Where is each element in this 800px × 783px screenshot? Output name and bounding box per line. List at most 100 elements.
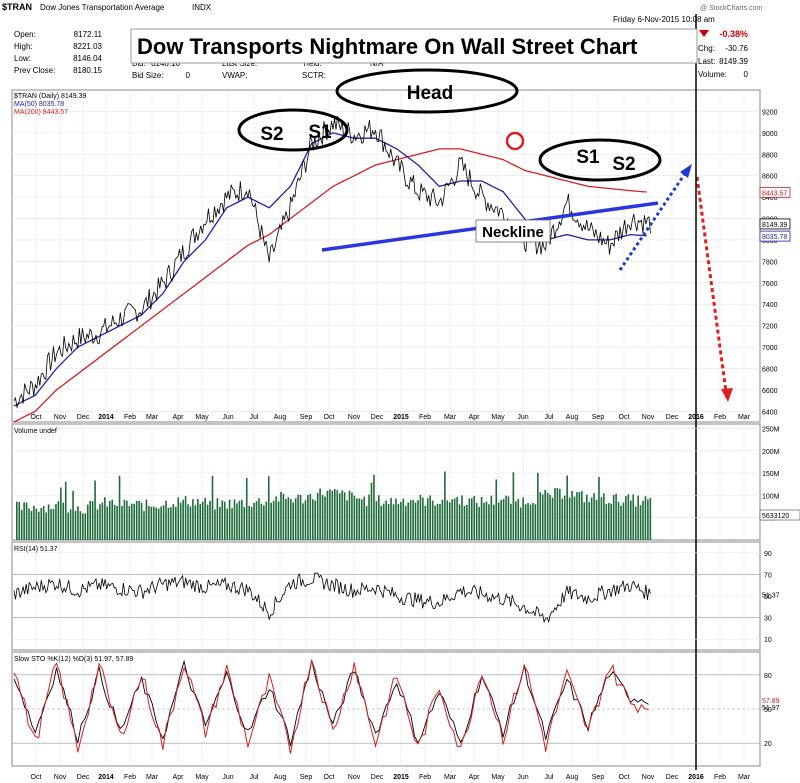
volume-bar [387,503,390,540]
volume-bar [534,504,537,540]
volume-bar [446,500,449,540]
projection-down-line [695,176,728,393]
volume-bar [187,504,189,540]
label-s1-right: S1 [576,147,600,168]
x-tick-label: Jun [222,774,233,781]
rsi-tick-label: 30 [764,616,772,623]
volume-bar [226,508,228,540]
volume-tick-label: 200M [762,449,780,456]
volume-bar [370,482,373,540]
volume-bar [507,496,510,540]
volume-bar [108,501,111,540]
volume-bar [407,502,409,540]
volume-bar [316,492,319,540]
volume-bar [282,493,285,540]
x-tick-label: Jul [250,774,259,781]
volume-bar [182,499,184,540]
volume-bar [334,489,336,540]
volume-bar [307,495,309,540]
volume-bar [258,498,260,540]
volume-bar [642,500,644,540]
x-tick-label: May [491,414,505,421]
volume-bar [593,493,595,540]
brand: @ StockCharts.com [700,5,763,12]
price-tick-label: 8400 [762,195,778,202]
volume-bar [414,502,417,540]
x-tick-label: Oct [619,774,630,781]
volume-bar [400,501,402,540]
neckline-label-box [475,219,551,243]
x-tick-label: Feb [419,414,431,421]
volume-bar [610,503,613,540]
volume-bar [294,498,297,540]
volume-bar [55,503,57,540]
volume-bar [223,501,226,540]
volume-bar [390,497,392,540]
x-tick-label: 2016 [688,774,704,781]
x-tick-label: Oct [324,774,335,781]
volume-bar [375,501,378,540]
label-head: Head [407,83,453,104]
volume-bar [94,480,96,540]
x-tick-label: Nov [642,414,655,421]
volume-bar [422,497,424,540]
bid-size-value: 0 [186,71,191,80]
volume-bar [351,492,353,540]
volume-bar [368,494,370,540]
volume-bar [289,499,292,540]
x-tick-label: May [491,774,505,781]
volume-bar [529,504,532,540]
volume-bar [458,504,461,540]
volume-bar [214,509,216,540]
rsi-tick-label: 70 [764,572,772,579]
volume-bar [204,497,206,540]
x-tick-label: Mar [146,414,159,421]
x-tick-label: Jul [545,414,554,421]
price-tag: 8443.57 [762,190,787,197]
volume-bar [285,498,287,540]
price-tick-label: 9200 [762,109,778,116]
volume-bar [23,502,25,540]
volume-bar [79,511,82,540]
x-tick-label: Dec [666,414,679,421]
x-tick-label: Sep [592,774,605,781]
price-tick-label: 8800 [762,152,778,159]
price-tick-label: 7200 [762,324,778,331]
rsi-tick-label: 90 [764,551,772,558]
pct-change: -0.38% [719,29,748,39]
volume-bar [576,492,578,540]
volume-bar [346,500,348,540]
volume-bar [238,500,241,540]
x-tick-label: Aug [274,774,287,781]
volume-bar [314,500,317,540]
volume-bar [365,505,368,540]
x-tick-label: Mar [738,774,751,781]
volume-bar [637,495,639,540]
volume-bar [568,497,571,540]
volume-bar [605,503,608,540]
volume-bar [441,499,444,540]
volume-bar [152,506,155,540]
header-value: 8172.11 [74,30,103,39]
price-line [13,116,651,409]
x-tick-label: Apr [173,414,185,421]
volume-bar [373,474,375,540]
ticker-symbol: $TRAN [2,2,32,12]
price-tag: 8035.78 [762,234,787,241]
volume-bar [581,491,583,540]
volume-bar [585,494,588,540]
sto-tick-label: 20 [764,741,772,748]
volume-bar [194,505,197,540]
projection-up-line [618,171,688,271]
volume-bar [277,501,280,540]
volume-bar [128,506,131,540]
volume-bar [615,493,617,540]
volume-bar [160,506,162,540]
volume-bar [72,490,74,540]
x-tick-label: Apr [469,414,481,421]
volume-tick-label: 100M [762,493,780,500]
volume-bar [216,498,219,540]
label-s2-right: S2 [612,154,635,175]
volume-bar [397,503,400,540]
price-tick-label: 6600 [762,388,778,395]
